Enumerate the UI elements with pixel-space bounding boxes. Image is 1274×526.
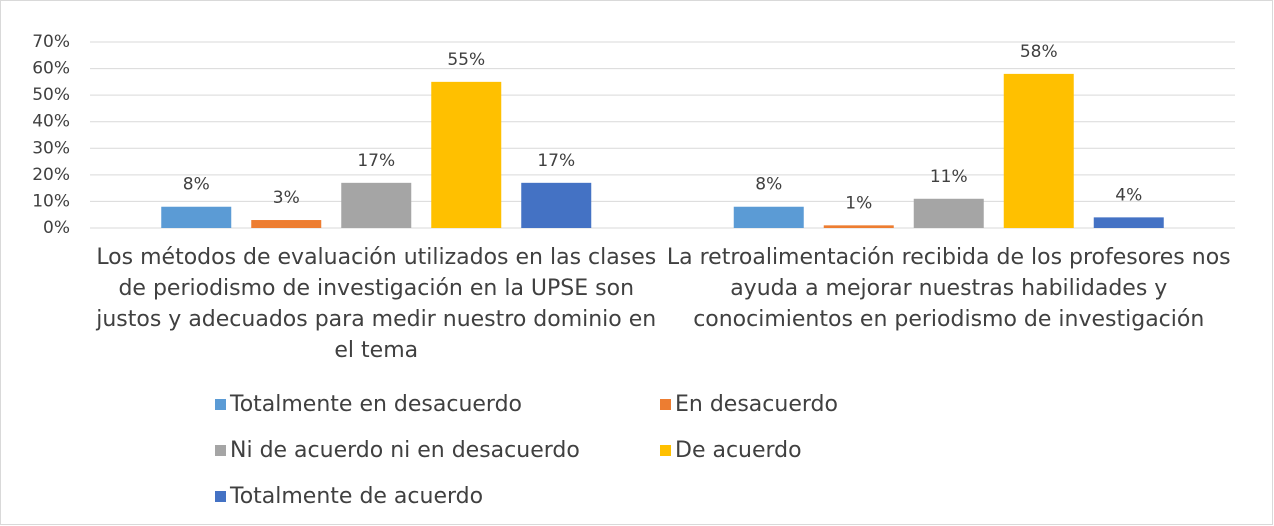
bar — [913, 198, 984, 228]
y-tick-label: 60% — [32, 59, 70, 79]
bar — [521, 182, 592, 228]
data-label: 55% — [447, 50, 485, 70]
x-tick-label: La retroalimentación recibida de los pro… — [666, 245, 1231, 332]
legend-label: Totalmente en desacuerdo — [230, 392, 523, 417]
legend-label: En desacuerdo — [675, 392, 838, 417]
bar — [431, 81, 502, 228]
legend-item: Totalmente en desacuerdo — [215, 392, 522, 417]
data-label: 8% — [755, 175, 782, 195]
data-label: 1% — [845, 193, 872, 213]
legend-swatch — [660, 445, 671, 456]
legend-swatch — [215, 445, 226, 456]
legend-item: De acuerdo — [660, 438, 802, 463]
bar — [733, 206, 804, 228]
y-tick-label: 20% — [32, 165, 70, 185]
y-tick-label: 10% — [32, 191, 70, 211]
legend-label: Totalmente de acuerdo — [230, 484, 484, 509]
bar — [1003, 73, 1074, 228]
bar — [341, 182, 412, 228]
x-tick-label: Los métodos de evaluación utilizados en … — [96, 245, 657, 363]
y-tick-label: 70% — [32, 32, 70, 52]
legend-item: En desacuerdo — [660, 392, 838, 417]
y-tick-label: 30% — [32, 138, 70, 158]
legend-label: Ni de acuerdo ni en desacuerdo — [230, 438, 580, 463]
y-tick-label: 40% — [32, 112, 70, 132]
data-label: 11% — [930, 167, 968, 187]
legend-label: De acuerdo — [675, 438, 802, 463]
bar — [161, 206, 232, 228]
bar — [251, 220, 322, 228]
data-label: 3% — [273, 188, 300, 208]
legend-swatch — [660, 399, 671, 410]
bar — [1093, 217, 1164, 228]
legend-swatch — [215, 491, 226, 502]
legend-swatch — [215, 399, 226, 410]
legend-item: Totalmente de acuerdo — [215, 484, 483, 509]
data-label: 8% — [183, 175, 210, 195]
legend-item: Ni de acuerdo ni en desacuerdo — [215, 438, 580, 463]
data-label: 17% — [537, 151, 575, 171]
y-tick-label: 0% — [43, 218, 70, 238]
data-label: 58% — [1020, 42, 1058, 62]
bar — [823, 225, 894, 228]
data-label: 4% — [1115, 185, 1142, 205]
y-tick-label: 50% — [32, 85, 70, 105]
data-label: 17% — [357, 151, 395, 171]
